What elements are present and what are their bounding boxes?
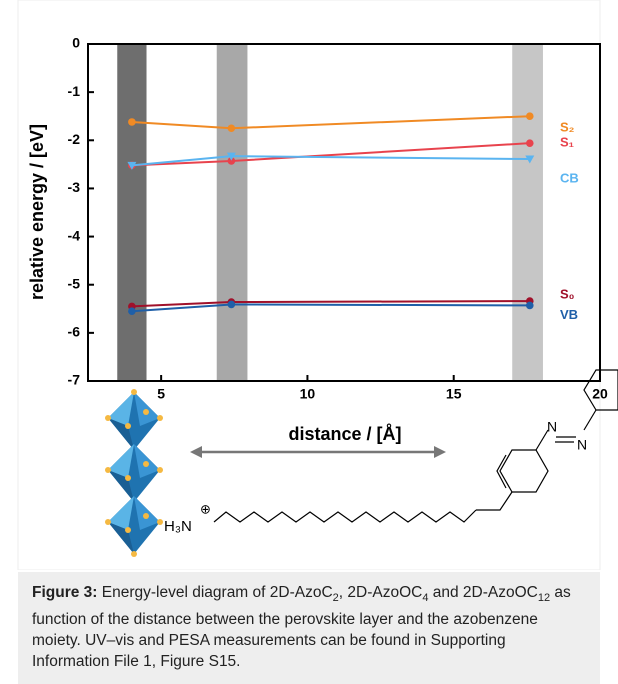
charge-label: ⊕ [200,501,211,516]
y-tick-label: -6 [68,324,81,340]
series-label: S₁ [560,135,574,150]
y-tick-label: -1 [68,83,81,99]
shaded-band [216,44,248,381]
shaded-band [512,44,543,381]
distance-arrow [190,446,446,458]
caption-text: Energy-level diagram of 2D-AzoC2, 2D-Azo… [32,584,571,670]
marker [128,307,136,315]
perovskite-octahedra [105,389,163,557]
ammonium-label: H₃N [164,518,192,535]
caption-part: Energy-level diagram of 2D-AzoC [101,584,333,601]
x-tick-label: 10 [300,386,316,402]
marker [525,155,535,164]
marker [525,139,534,147]
marker [227,157,236,165]
series-label: S₀ [560,287,575,302]
y-tick-label: -2 [68,131,81,147]
marker [127,161,137,170]
series-label: CB [560,170,579,185]
y-tick-label: 0 [72,35,80,51]
chart: relative energy / [eV] distance / [Å] H₃… [17,0,618,570]
y-tick-label: -5 [68,275,81,291]
marker [226,152,236,161]
caption-part: , 2D-AzoOC [338,584,423,601]
shaded-band [117,44,147,381]
caption-part: 2 [332,592,339,605]
caption-part: as function of the distance between the … [32,584,571,671]
x-axis-label: distance / [Å] [288,424,401,444]
series-label: VB [560,307,578,322]
molecule-skeleton [213,369,618,523]
marker [128,118,136,126]
y-axis-label: relative energy / [eV] [27,124,47,300]
x-tick-label: 5 [157,386,165,402]
y-tick-label: -4 [68,227,81,243]
plot-frame [87,43,601,382]
marker [525,301,534,310]
caption-part: 12 [537,592,551,605]
x-tick-label: 15 [446,386,462,402]
x-tick-label: 20 [592,386,608,402]
y-tick-label: -7 [68,372,81,388]
marker [525,112,534,121]
caption-part: and 2D-AzoOC [428,584,538,601]
marker [227,124,236,133]
y-tick-label: -3 [68,179,81,195]
caption-part: 4 [422,592,429,605]
azo-n-label: N [547,419,557,435]
marker [227,300,236,309]
series-label: S₂ [560,120,575,135]
caption-label: Figure 3: [32,584,98,601]
caption: Figure 3: Energy-level diagram of 2D-Azo… [18,572,600,684]
azo-n-label: N [577,437,587,453]
